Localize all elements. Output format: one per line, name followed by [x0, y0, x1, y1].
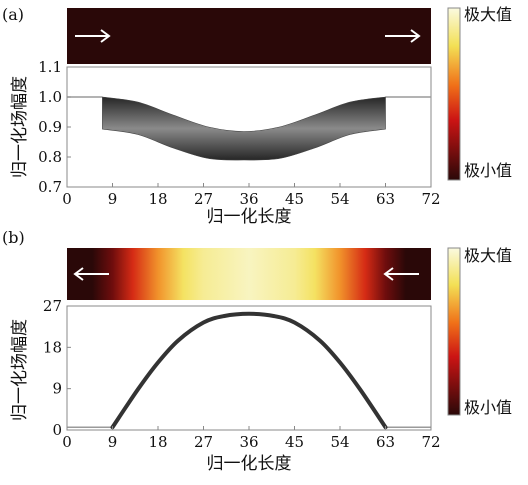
y-axis-label-b: 归一化场幅度: [10, 319, 30, 421]
colorbar-b-max-label: 极大值: [464, 246, 512, 265]
arrow-left-icon: [383, 267, 419, 281]
colorbar-b: [447, 247, 461, 416]
x-axis-label-a: 归一化长度: [207, 207, 292, 227]
x-axis-label-b: 归一化长度: [207, 454, 292, 474]
b-x-tick-label: 27: [194, 433, 213, 451]
direction-arrows-b: [73, 267, 419, 281]
panel-b: (b) 极大值 极小值 0 9 18 27 0 9 18 27 36 45 54 63 72 归一化长…: [2, 228, 512, 474]
arrow-left-icon: [73, 267, 109, 281]
direction-arrows-a: [75, 29, 421, 43]
arrow-right-icon: [75, 29, 111, 43]
a-y-tick-label: 1.1: [38, 58, 62, 76]
a-y-tick-label: 1.0: [38, 88, 62, 106]
b-y-tick-label: 27: [43, 297, 62, 315]
panel-a-label: (a): [2, 5, 24, 24]
a-x-tick-label: 72: [421, 190, 440, 208]
b-x-tick-label: 45: [285, 433, 304, 451]
a-y-tick-label: 0.8: [38, 148, 62, 166]
a-y-tick-label: 0.9: [38, 118, 62, 136]
plot-frame-b: [66, 305, 432, 431]
amplitude-curve-b: [110, 311, 388, 430]
arrow-right-icon: [385, 29, 421, 43]
panel-a: (a) 极大值 极小值 0.7 0.8 0.9 1.0 1.1 0 9 18 27 36 45 54…: [2, 5, 512, 227]
a-x-tick-label: 18: [148, 190, 167, 208]
b-x-tick-label: 54: [330, 433, 349, 451]
x-ticks-b: 0 9 18 27 36 45 54 63 72: [62, 426, 441, 451]
b-x-tick-label: 9: [108, 433, 118, 451]
a-x-tick-label: 54: [330, 190, 349, 208]
b-y-tick-label: 9: [52, 380, 62, 398]
y-ticks-a: 0.7 0.8 0.9 1.0 1.1: [38, 58, 71, 196]
a-x-tick-label: 27: [194, 190, 213, 208]
b-x-tick-label: 18: [148, 433, 167, 451]
plot-area-a: [67, 96, 431, 161]
b-y-tick-label: 18: [43, 338, 62, 356]
a-x-tick-label: 0: [62, 190, 72, 208]
plot-area-b: [67, 311, 431, 430]
x-ticks-a: 0 9 18 27 36 45 54 63 72: [62, 183, 441, 208]
amplitude-band-a: [102, 96, 386, 161]
a-y-tick-label: 0.7: [38, 178, 62, 196]
b-x-tick-label: 63: [376, 433, 395, 451]
colorbar-a-max-label: 极大值: [464, 5, 512, 24]
b-y-tick-label: 0: [52, 421, 62, 439]
y-axis-label-a: 归一化场幅度: [10, 76, 30, 178]
intensity-map-b: [67, 248, 431, 300]
a-x-tick-label: 45: [285, 190, 304, 208]
b-x-tick-label: 36: [239, 433, 258, 451]
a-x-tick-label: 36: [239, 190, 258, 208]
colorbar-a: [447, 7, 461, 181]
a-x-tick-label: 63: [376, 190, 395, 208]
panel-b-label: (b): [2, 228, 25, 247]
b-x-tick-label: 0: [62, 433, 72, 451]
y-ticks-b: 0 9 18 27: [43, 297, 71, 439]
b-x-tick-label: 72: [421, 433, 440, 451]
colorbar-a-min-label: 极小值: [464, 161, 512, 180]
a-x-tick-label: 9: [108, 190, 118, 208]
intensity-map-a: [67, 8, 431, 64]
colorbar-b-min-label: 极小值: [464, 398, 512, 417]
